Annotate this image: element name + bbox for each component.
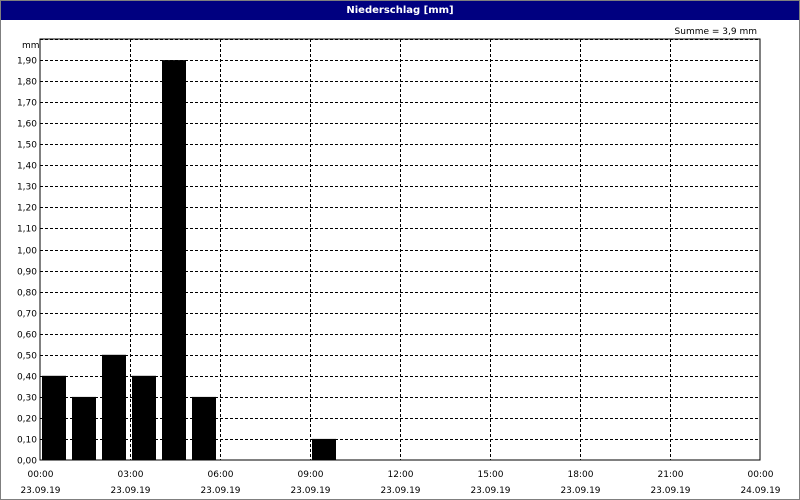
- y-tick-label: 1,70: [17, 99, 37, 109]
- x-tick-time: 06:00: [208, 470, 234, 480]
- x-tick-time: 12:00: [388, 470, 414, 480]
- y-tick-label: 1,10: [17, 225, 37, 235]
- chart-title: Niederschlag [mm]: [1, 1, 799, 20]
- x-tick-date: 23.09.19: [650, 486, 690, 496]
- y-tick-label: 0,60: [17, 331, 37, 341]
- x-tick-time: 03:00: [118, 470, 144, 480]
- x-tick-time: 09:00: [298, 470, 324, 480]
- x-tick-date: 23.09.19: [380, 486, 420, 496]
- y-tick-label: 0,20: [17, 415, 37, 425]
- y-tick-label: 1,20: [17, 204, 37, 214]
- y-tick-label: 0,90: [17, 268, 37, 278]
- y-tick-label: 1,50: [17, 141, 37, 151]
- y-tick-label: 0,70: [17, 310, 37, 320]
- grid-lines: [40, 39, 760, 460]
- y-tick-label: 1,90: [17, 57, 37, 67]
- bar-series: [42, 60, 336, 461]
- y-tick-label: 1,00: [17, 247, 37, 257]
- y-tick-label: 1,80: [17, 78, 37, 88]
- y-tick-label: 0,30: [17, 394, 37, 404]
- x-tick-time: 18:00: [568, 470, 594, 480]
- bar: [312, 438, 336, 460]
- x-tick-time: 21:00: [658, 470, 684, 480]
- bar: [72, 396, 96, 460]
- bar: [42, 375, 66, 460]
- y-tick-label: 0,80: [17, 289, 37, 299]
- x-tick-time: 00:00: [748, 470, 774, 480]
- y-tick-label: 1,60: [17, 120, 37, 130]
- x-tick-date: 23.09.19: [470, 486, 510, 496]
- x-axis-ticks: 00:00 23.09.19 03:00 23.09.19 06:00 23.09.19 0…: [20, 470, 780, 496]
- y-tick-label: 1,40: [17, 162, 37, 172]
- bar: [162, 60, 186, 460]
- bar: [192, 396, 216, 460]
- y-tick-label: 0,50: [17, 352, 37, 362]
- y-tick-label: 0,00: [17, 457, 37, 467]
- y-axis-ticks: 0,00 0,10 0,20 0,30 0,40 0,50 0,60 0,70 0,80 0,90…: [17, 57, 37, 467]
- y-tick-label: 0,40: [17, 373, 37, 383]
- bar: [132, 375, 156, 460]
- sum-label: Summe = 3,9 mm: [674, 27, 757, 37]
- y-axis-unit: mm: [22, 41, 40, 51]
- y-tick-label: 0,10: [17, 436, 37, 446]
- x-tick-date: 24.09.19: [740, 486, 780, 496]
- y-tick-label: 1,30: [17, 183, 37, 193]
- bar: [102, 354, 126, 461]
- x-tick-date: 23.09.19: [110, 486, 150, 496]
- x-tick-date: 23.09.19: [290, 486, 330, 496]
- plot-area-border: [39, 38, 761, 461]
- x-tick-time: 15:00: [478, 470, 504, 480]
- x-tick-date: 23.09.19: [560, 486, 600, 496]
- x-tick-date: 23.09.19: [200, 486, 240, 496]
- x-tick-time: 00:00: [28, 470, 54, 480]
- x-tick-date: 23.09.19: [20, 486, 60, 496]
